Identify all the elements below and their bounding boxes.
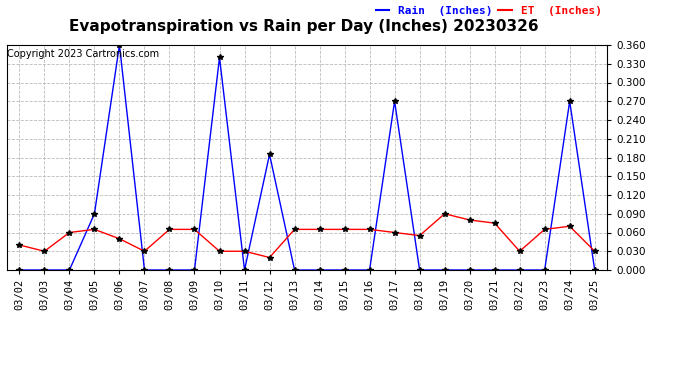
Text: Copyright 2023 Cartronics.com: Copyright 2023 Cartronics.com xyxy=(7,49,159,59)
Legend: Rain  (Inches), ET  (Inches): Rain (Inches), ET (Inches) xyxy=(376,6,602,16)
Text: Evapotranspiration vs Rain per Day (Inches) 20230326: Evapotranspiration vs Rain per Day (Inch… xyxy=(69,19,538,34)
